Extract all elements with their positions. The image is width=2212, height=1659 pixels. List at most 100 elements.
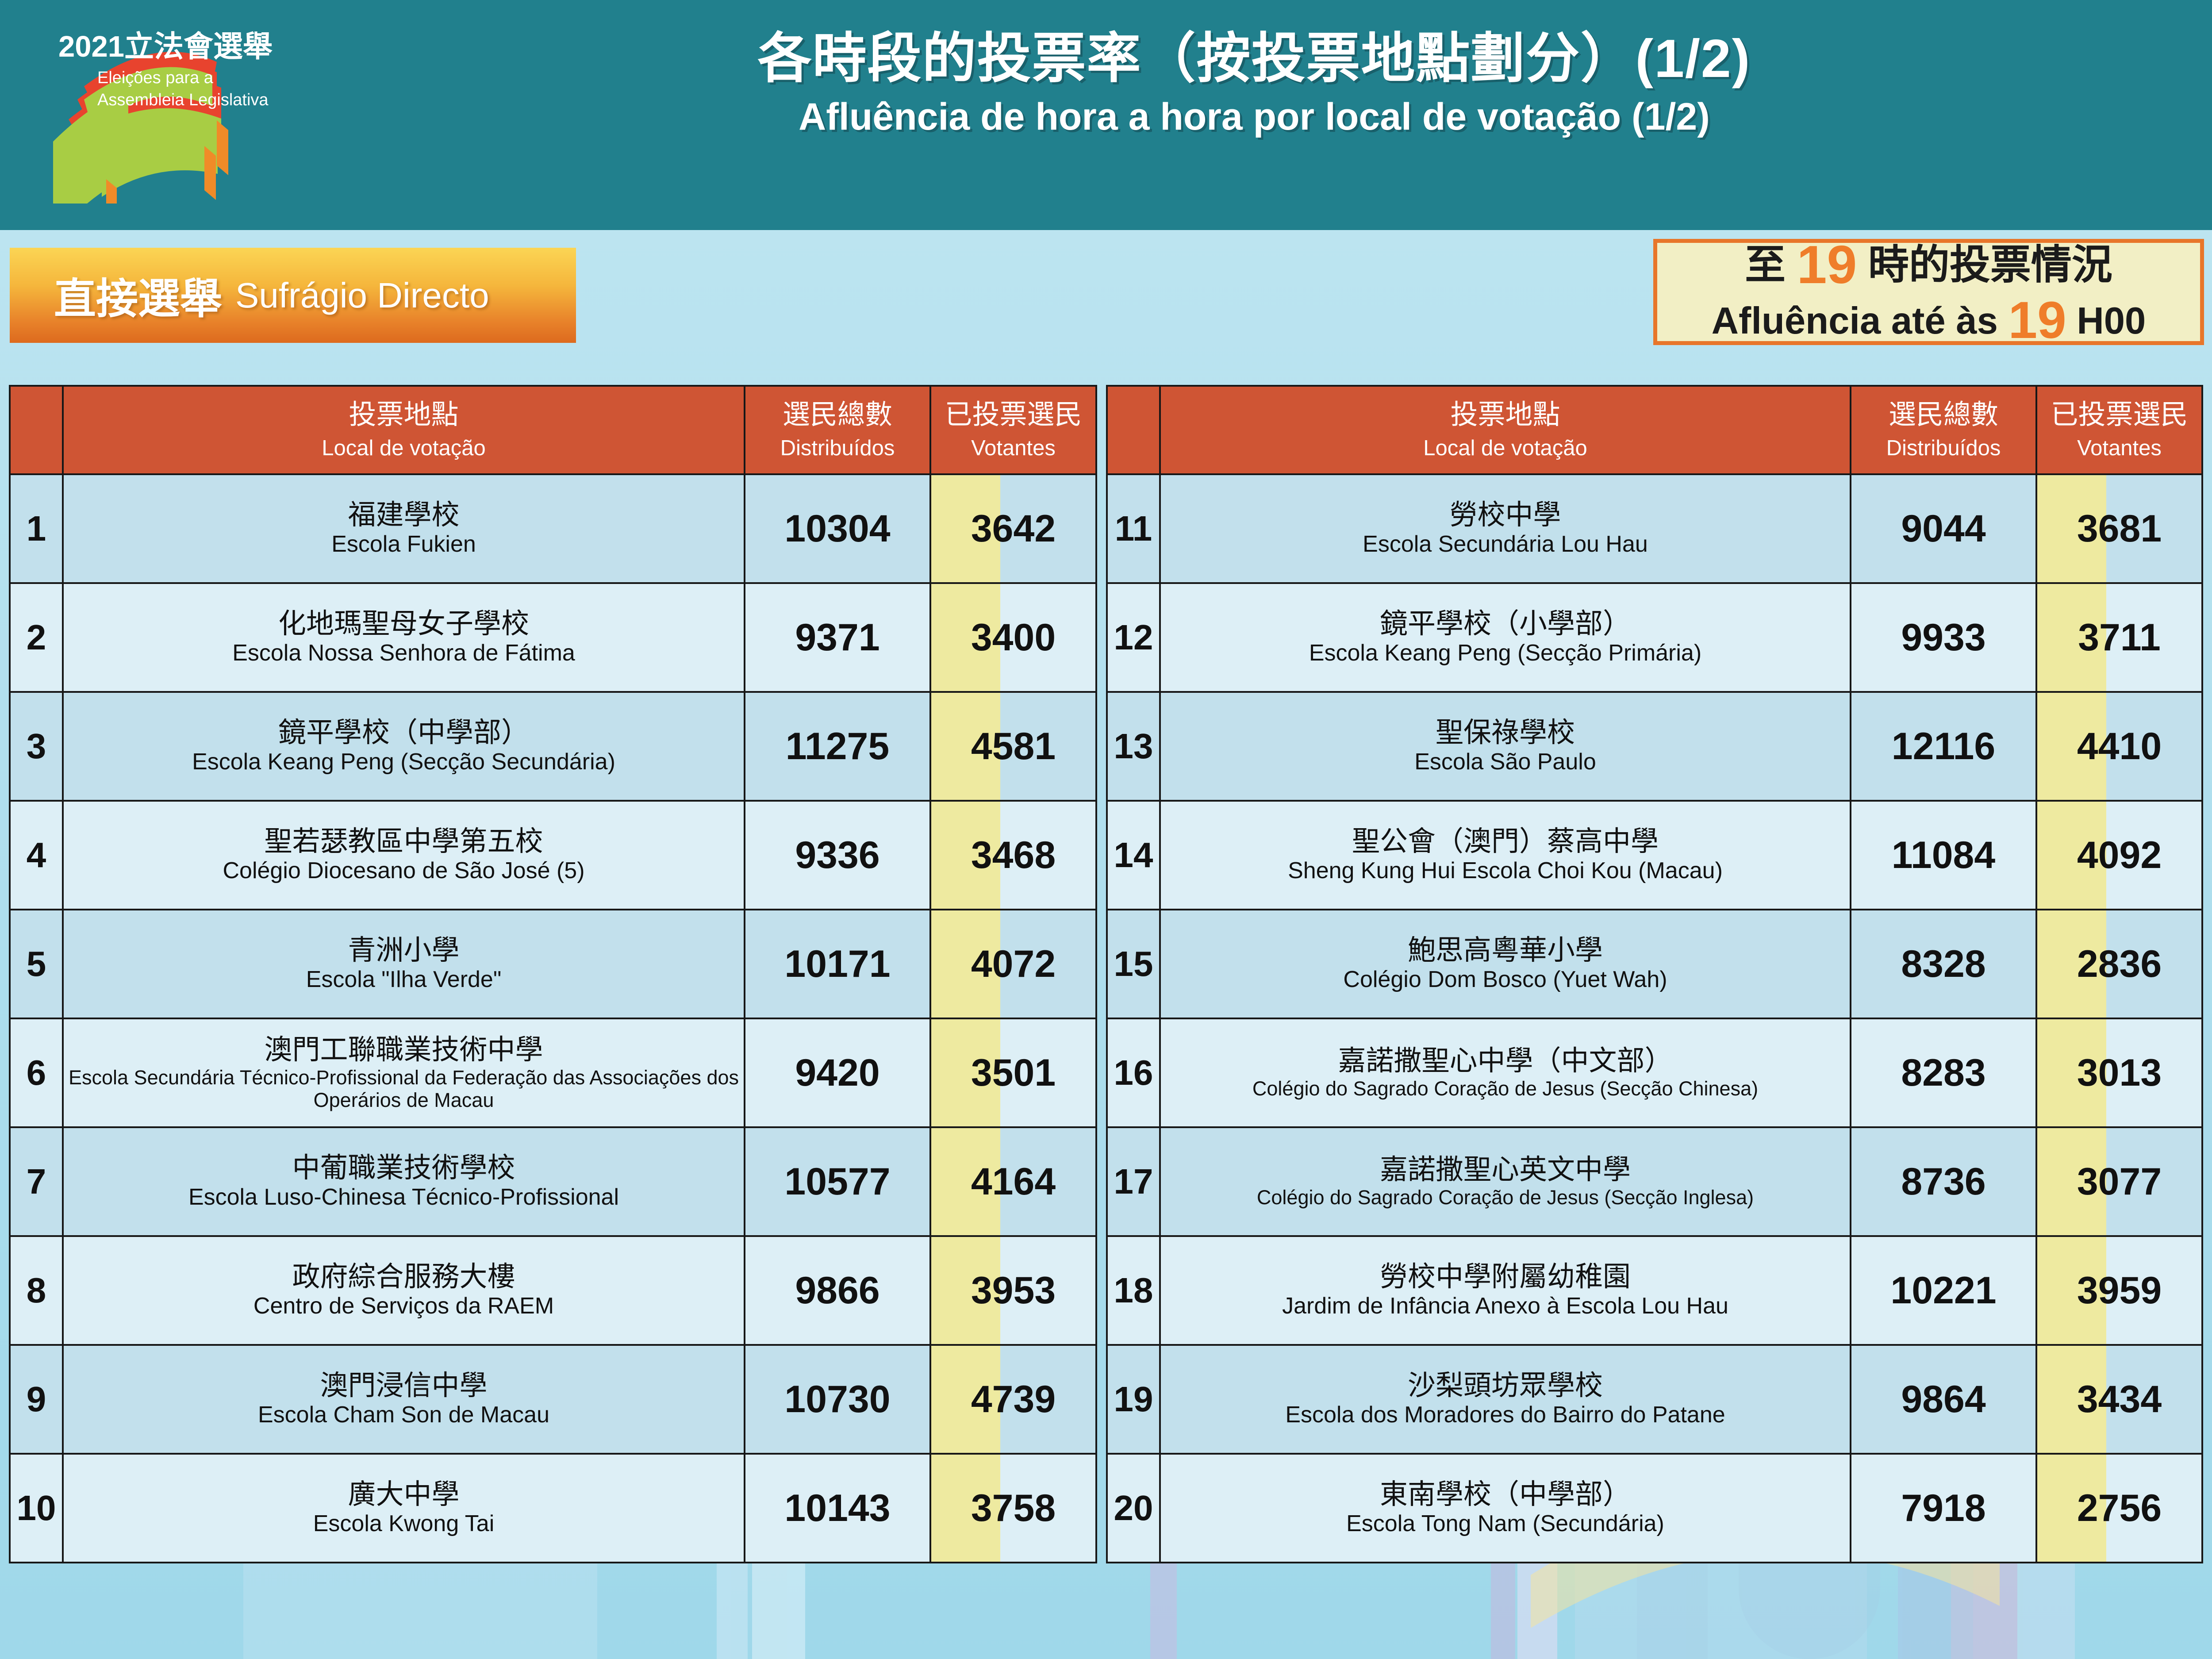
row-voters-value: 3681 [2077,507,2162,550]
row-distributed: 9336 [744,800,931,910]
row-location-pt: Escola São Paulo [1414,749,1596,775]
table-row: 6 澳門工聯職業技術中學 Escola Secundária Técnico-Pro… [9,1018,1097,1128]
page-title-pt: Afluência de hora a hora por local de vo… [799,95,1710,138]
row-location: 勞校中學 Escola Secundária Lou Hau [1159,473,1851,584]
table-row: 18 勞校中學附屬幼稚園 Jardim de Infância Anexo à Es… [1106,1235,2203,1346]
row-index: 4 [9,800,64,910]
row-location: 政府綜合服務大樓 Centro de Serviços da RAEM [62,1235,745,1346]
time-zh-suffix: 時的投票情況 [1868,242,2112,288]
row-voters: 4581 [929,691,1097,802]
row-index: 12 [1106,582,1161,693]
row-index: 9 [9,1344,64,1455]
row-location-zh: 化地瑪聖母女子學校 [278,608,529,640]
table-header-row: 投票地點 Local de votação 選民總數 Distribuídos … [1106,385,2203,475]
row-index: 8 [9,1235,64,1346]
row-location-pt: Escola "Ilha Verde" [306,967,502,993]
row-index: 15 [1106,909,1161,1019]
table-row: 5 青洲小學 Escola "Ilha Verde" 10171 4072 [9,909,1097,1019]
row-voters-value: 3959 [2077,1269,2162,1312]
row-location-pt: Jardim de Infância Anexo à Escola Lou Ha… [1282,1293,1728,1319]
row-voters-value: 3711 [2078,616,2161,659]
row-index: 6 [9,1018,64,1128]
row-location-pt: Escola Kwong Tai [313,1511,495,1537]
row-voters: 4164 [929,1126,1097,1237]
row-distributed: 9044 [1850,473,2037,584]
table-row: 10 廣大中學 Escola Kwong Tai 10143 3758 [9,1453,1097,1563]
table-left: 投票地點 Local de votação 選民總數 Distribuídos … [9,385,1097,1563]
row-location-zh: 沙梨頭坊眾學校 [1408,1370,1603,1402]
row-distributed: 11275 [744,691,931,802]
badge-label-pt: Sufrágio Directo [235,275,489,315]
row-location-zh: 聖公會（澳門）蔡高中學 [1352,826,1659,857]
row-location-zh: 中葡職業技術學校 [292,1152,515,1184]
row-voters-value: 4410 [2077,725,2162,768]
logo-year-text: 2021立法會選舉 [58,30,273,63]
row-voters-value: 2756 [2077,1486,2162,1529]
row-location-zh: 嘉諾撒聖心中學（中文部） [1338,1045,1673,1077]
time-status-zh: 至 19 時的投票情況 [1745,237,2112,292]
row-voters-value: 3077 [2077,1160,2162,1203]
row-voters-value: 4072 [971,942,1056,985]
row-location-zh: 政府綜合服務大樓 [292,1261,515,1293]
table-row: 17 嘉諾撒聖心英文中學 Colégio do Sagrado Coração de… [1106,1126,2203,1237]
row-voters: 3468 [929,800,1097,910]
row-voters: 3501 [929,1018,1097,1128]
col-header-location-pt: Local de votação [322,436,486,461]
row-index: 13 [1106,691,1161,802]
row-index: 5 [9,909,64,1019]
row-location-pt: Escola Keang Peng (Secção Secundária) [192,749,615,775]
row-location: 東南學校（中學部） Escola Tong Nam (Secundária) [1159,1453,1851,1563]
row-voters: 2756 [2035,1453,2203,1563]
row-voters-value: 2836 [2077,942,2162,985]
row-voters: 4739 [929,1344,1097,1455]
row-location: 鏡平學校（小學部） Escola Keang Peng (Secção Primá… [1159,582,1851,693]
row-voters-value: 3013 [2077,1051,2162,1094]
row-voters: 3959 [2035,1235,2203,1346]
row-index: 14 [1106,800,1161,910]
row-location-pt: Colégio do Sagrado Coração de Jesus (Sec… [1252,1077,1759,1100]
col-header-distributed-zh: 選民總數 [1888,399,1998,430]
row-index: 11 [1106,473,1161,584]
row-location-pt: Escola Secundária Lou Hau [1363,531,1648,557]
row-location-zh: 青洲小學 [348,935,460,966]
table-header-row: 投票地點 Local de votação 選民總數 Distribuídos … [9,385,1097,475]
row-distributed: 10730 [744,1344,931,1455]
row-location-zh: 澳門浸信中學 [320,1370,488,1402]
table-row: 8 政府綜合服務大樓 Centro de Serviços da RAEM 9866 3… [9,1235,1097,1346]
row-voters: 4410 [2035,691,2203,802]
col-header-distributed: 選民總數 Distribuídos [744,385,931,475]
row-voters-value: 3501 [971,1051,1056,1094]
col-header-location: 投票地點 Local de votação [62,385,745,475]
badge-label-zh: 直接選舉 [54,276,223,323]
row-location: 澳門工聯職業技術中學 Escola Secundária Técnico-Prof… [62,1018,745,1128]
row-distributed: 8328 [1850,909,2037,1019]
row-voters-value: 4164 [971,1160,1056,1203]
row-voters-value: 3642 [971,507,1056,550]
col-header-distributed: 選民總數 Distribuídos [1850,385,2037,475]
col-header-voters-pt: Votantes [2077,436,2162,461]
col-header-location-zh: 投票地點 [349,399,459,430]
table-row: 14 聖公會（澳門）蔡高中學 Sheng Kung Hui Escola Choi … [1106,800,2203,910]
row-location-pt: Escola Keang Peng (Secção Primária) [1309,640,1702,666]
voting-table-left: 投票地點 Local de votação 選民總數 Distribuídos … [9,385,1097,1563]
col-header-distributed-zh: 選民總數 [782,399,892,430]
row-location-pt: Escola Tong Nam (Secundária) [1346,1511,1664,1537]
col-header-location-pt: Local de votação [1423,436,1587,461]
row-location: 聖公會（澳門）蔡高中學 Sheng Kung Hui Escola Choi Ko… [1159,800,1851,910]
row-location-pt: Escola Cham Son de Macau [257,1402,549,1428]
row-location-pt: Colégio Diocesano de São José (5) [223,858,585,884]
logo-pt-line1: Eleições para a [97,69,214,87]
row-distributed: 8736 [1850,1126,2037,1237]
row-voters: 3642 [929,473,1097,584]
col-header-voters-zh: 已投票選民 [945,399,1082,430]
row-location-pt: Escola Fukien [331,531,476,557]
time-pt-suffix: H00 [2077,300,2146,342]
row-distributed: 10143 [744,1453,931,1563]
row-location-zh: 聖保祿學校 [1436,717,1575,749]
row-distributed: 10304 [744,473,931,584]
row-voters-value: 3758 [971,1486,1056,1529]
row-location: 鏡平學校（中學部） Escola Keang Peng (Secção Secun… [62,691,745,802]
row-location-pt: Escola Secundária Técnico-Profissional d… [68,1066,739,1111]
row-location: 青洲小學 Escola "Ilha Verde" [62,909,745,1019]
row-location-pt: Centro de Serviços da RAEM [253,1293,554,1319]
